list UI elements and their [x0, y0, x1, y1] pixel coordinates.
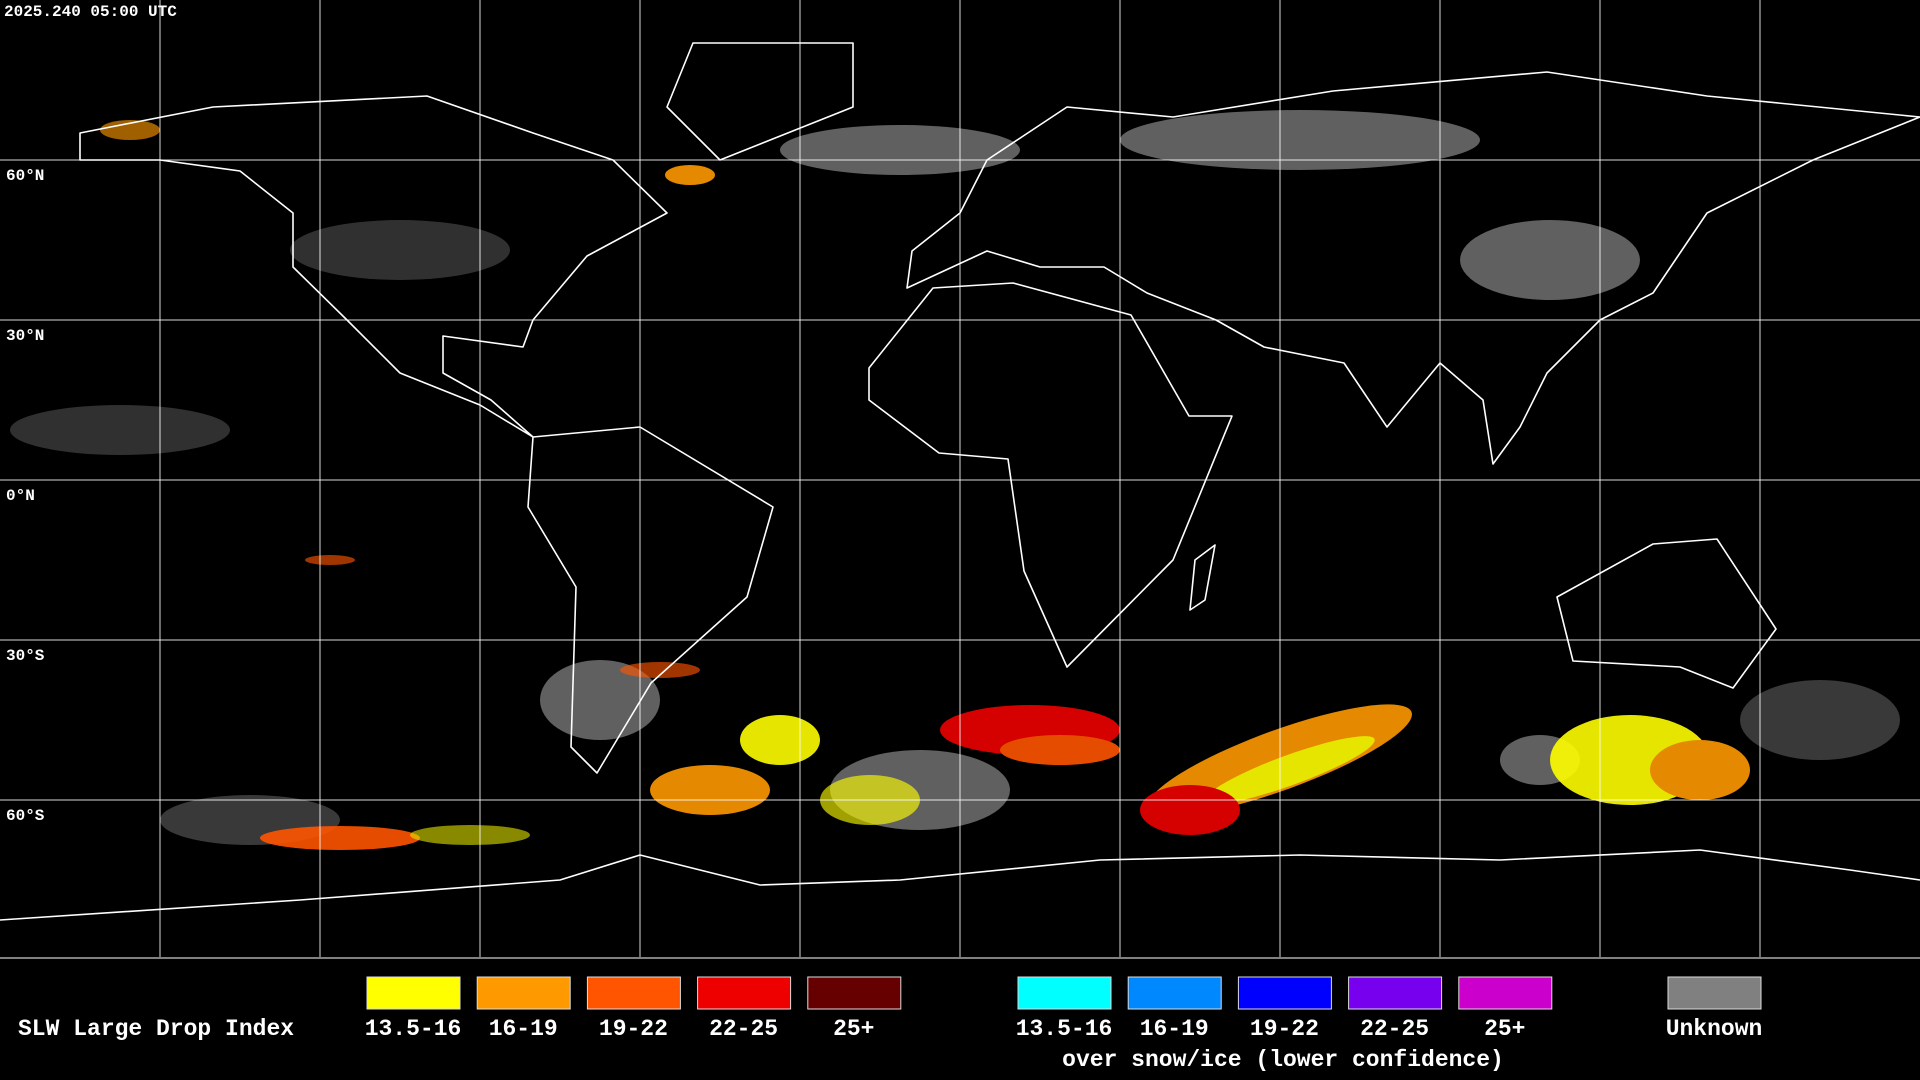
legend-swatch: [586, 976, 681, 1010]
legend-swatch: [1237, 976, 1332, 1010]
lat-label: 30°N: [6, 327, 44, 345]
legend-title: SLW Large Drop Index: [18, 1016, 294, 1042]
legend-swatch: [1017, 976, 1112, 1010]
legend-swatch: [1667, 976, 1762, 1010]
cloud-layer: [10, 110, 1900, 850]
legend-label: 13.5-16: [1016, 1016, 1113, 1042]
legend-label: Unknown: [1666, 1016, 1763, 1042]
graticule: [0, 0, 1920, 957]
legend-label: 25+: [833, 1016, 874, 1042]
legend-note: over snow/ice (lower confidence): [1062, 1047, 1504, 1073]
legend-swatch: [476, 976, 571, 1010]
legend-swatch: [1127, 976, 1222, 1010]
lat-label: 60°N: [6, 167, 44, 185]
legend-label: 19-22: [1250, 1016, 1319, 1042]
legend-label: 16-19: [489, 1016, 558, 1042]
legend-label: 19-22: [599, 1016, 668, 1042]
legend-label: 13.5-16: [365, 1016, 462, 1042]
legend-swatch: [807, 976, 902, 1010]
timestamp: 2025.240 05:00 UTC: [4, 3, 177, 21]
legend-label: 25+: [1484, 1016, 1525, 1042]
legend-label: 16-19: [1140, 1016, 1209, 1042]
legend-swatch: [1458, 976, 1553, 1010]
legend-swatch: [697, 976, 792, 1010]
legend-swatch: [1348, 976, 1443, 1010]
lat-label: 60°S: [6, 807, 45, 825]
legend-label: 22-25: [709, 1016, 778, 1042]
legend: 13.5-16 16-19 19-22 22-25 25+ 13.5-16 16-19 19-…: [365, 976, 1763, 1042]
legend-swatch: [366, 976, 461, 1010]
lat-label: 30°S: [6, 647, 45, 665]
map-border: [0, 957, 1920, 959]
legend-label: 22-25: [1360, 1016, 1429, 1042]
lat-label: 0°N: [6, 487, 35, 505]
